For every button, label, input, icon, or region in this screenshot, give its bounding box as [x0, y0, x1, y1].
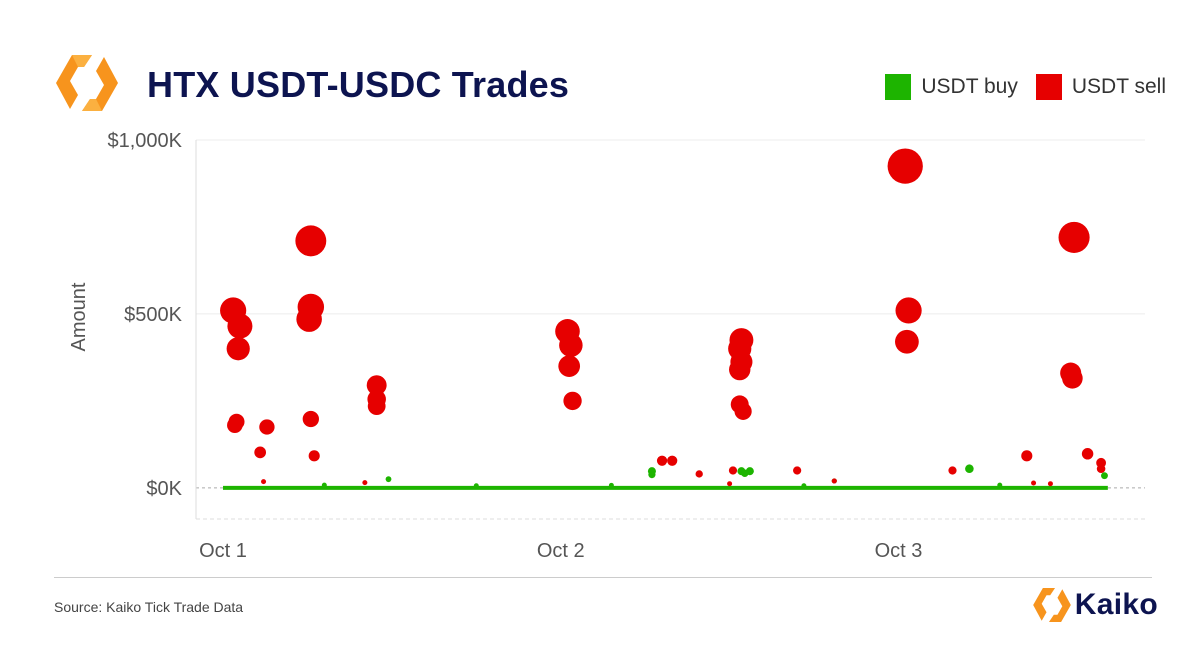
sell-point: [254, 446, 267, 459]
buy-point: [741, 469, 749, 478]
sell-point: [366, 375, 387, 396]
sell-point: [226, 337, 250, 361]
kaiko-hexagon-logo-icon: [56, 55, 118, 111]
legend-label-buy: USDT buy: [921, 75, 1018, 98]
page-title: HTX USDT-USDC Trades: [147, 64, 570, 105]
sell-point: [563, 391, 582, 411]
sell-point: [367, 397, 386, 416]
buy-point: [1101, 472, 1108, 480]
sell-point: [1047, 481, 1053, 487]
sell-point: [667, 455, 678, 466]
sell-point: [1058, 221, 1090, 253]
sell-point: [730, 350, 753, 373]
sell-point: [727, 481, 733, 487]
buy-point: [321, 482, 327, 488]
sell-point: [1096, 464, 1106, 474]
x-tick-label: Oct 1: [199, 540, 247, 560]
sell-point: [728, 466, 738, 475]
legend-item-sell: USDT sell: [1035, 74, 1166, 100]
brand-name: Kaiko: [1074, 588, 1158, 621]
scatter-chart: $0K $500K $1,000K Oct 1 Oct 2 Oct 3 Amount: [68, 130, 1145, 560]
grid: [196, 139, 1145, 489]
sell-point: [734, 402, 752, 420]
legend-label-sell: USDT sell: [1071, 75, 1166, 98]
sell-point: [296, 306, 322, 332]
sell-point: [895, 297, 922, 324]
footer-divider: [54, 577, 1152, 578]
sell-point: [227, 313, 253, 339]
legend-item-buy: USDT buy: [885, 74, 1018, 100]
sell-point: [1031, 480, 1037, 486]
sell-point: [259, 419, 275, 435]
y-axis-label: Amount: [68, 282, 90, 351]
sell-point: [948, 466, 957, 475]
axes: $0K $500K $1,000K Oct 1 Oct 2 Oct 3: [107, 130, 1145, 560]
sell-point: [558, 355, 581, 377]
sell-point: [1081, 448, 1094, 460]
brand: Kaiko: [1032, 588, 1158, 622]
sell-point: [1021, 450, 1033, 462]
buy-point: [997, 482, 1003, 488]
sell-point: [261, 479, 267, 485]
buy-point: [473, 483, 479, 489]
buy-point: [648, 471, 656, 479]
sell-point: [362, 480, 368, 486]
legend: USDT buy USDT sell: [867, 74, 1166, 100]
sell-point: [302, 410, 319, 428]
sell-point: [831, 478, 837, 484]
legend-swatch-buy: [885, 74, 912, 100]
source-note: Source: Kaiko Tick Trade Data: [54, 599, 244, 615]
sell-point: [887, 148, 923, 184]
sell-point: [308, 450, 320, 462]
sell-point: [295, 225, 327, 257]
kaiko-logo-icon: [1032, 588, 1071, 622]
sell-point: [227, 417, 243, 434]
y-tick-label: $500K: [124, 304, 182, 326]
sell-point: [559, 333, 583, 357]
sell-point: [695, 470, 703, 478]
sell-point: [793, 466, 802, 475]
points-layer: [220, 148, 1108, 489]
sell-point: [1062, 367, 1083, 389]
legend-swatch-sell: [1035, 74, 1062, 100]
y-tick-label: $0K: [146, 478, 182, 500]
x-tick-label: Oct 2: [537, 540, 585, 560]
sell-point: [895, 329, 919, 354]
sell-point: [656, 455, 668, 466]
y-tick-label: $1,000K: [107, 130, 182, 152]
buy-point: [965, 464, 974, 474]
x-tick-label: Oct 3: [875, 540, 923, 560]
buy-point: [608, 482, 614, 488]
buy-point: [801, 483, 807, 489]
buy-point: [385, 476, 392, 483]
